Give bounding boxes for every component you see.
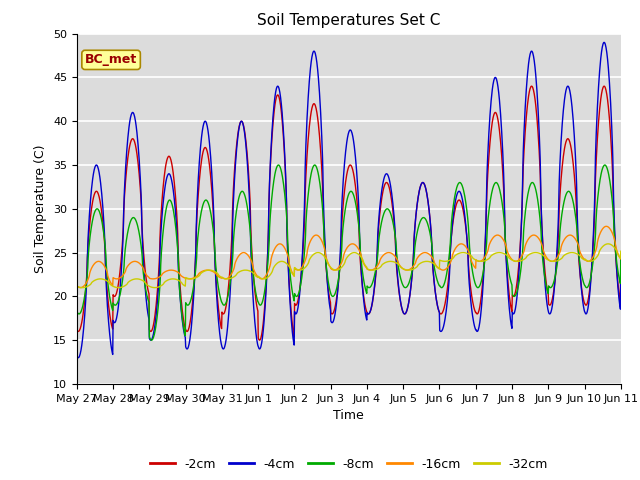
- -16cm: [181, 275, 189, 281]
- -32cm: [151, 285, 159, 290]
- Text: BC_met: BC_met: [85, 53, 137, 66]
- Legend: -2cm, -4cm, -8cm, -16cm, -32cm: -2cm, -4cm, -8cm, -16cm, -32cm: [145, 453, 553, 476]
- X-axis label: Time: Time: [333, 409, 364, 422]
- -32cm: [195, 274, 202, 279]
- -32cm: [505, 254, 513, 260]
- -32cm: [617, 248, 625, 254]
- -2cm: [73, 327, 81, 333]
- -8cm: [181, 331, 189, 337]
- -8cm: [195, 231, 202, 237]
- -4cm: [600, 39, 608, 45]
- -8cm: [617, 256, 625, 262]
- -4cm: [74, 355, 82, 360]
- -8cm: [553, 266, 561, 272]
- -4cm: [553, 255, 561, 261]
- -32cm: [255, 274, 263, 280]
- -4cm: [255, 346, 263, 351]
- -8cm: [73, 309, 81, 314]
- -16cm: [73, 283, 81, 288]
- -4cm: [195, 178, 202, 184]
- Title: Soil Temperatures Set C: Soil Temperatures Set C: [257, 13, 440, 28]
- -8cm: [505, 267, 513, 273]
- -4cm: [434, 303, 442, 309]
- -2cm: [256, 337, 264, 343]
- -16cm: [617, 256, 625, 262]
- -4cm: [73, 353, 81, 359]
- -4cm: [617, 256, 625, 262]
- -32cm: [181, 283, 189, 289]
- Line: -32cm: -32cm: [77, 244, 621, 288]
- -2cm: [617, 256, 625, 262]
- -2cm: [528, 84, 536, 89]
- -4cm: [505, 296, 513, 302]
- -8cm: [434, 278, 442, 284]
- -32cm: [553, 258, 561, 264]
- -8cm: [601, 162, 609, 168]
- -16cm: [553, 255, 561, 261]
- -8cm: [148, 337, 156, 343]
- -8cm: [255, 301, 263, 307]
- -16cm: [434, 264, 442, 270]
- Y-axis label: Soil Temperature (C): Soil Temperature (C): [35, 144, 47, 273]
- -2cm: [434, 303, 442, 309]
- -32cm: [434, 264, 442, 270]
- Line: -8cm: -8cm: [77, 165, 621, 340]
- -4cm: [181, 333, 189, 339]
- -16cm: [603, 224, 611, 229]
- -2cm: [194, 199, 202, 204]
- -16cm: [195, 272, 202, 278]
- -2cm: [505, 286, 513, 291]
- -2cm: [553, 256, 561, 262]
- -2cm: [255, 336, 262, 342]
- Line: -16cm: -16cm: [77, 227, 621, 288]
- -32cm: [73, 283, 81, 289]
- Line: -2cm: -2cm: [77, 86, 621, 340]
- -32cm: [604, 241, 612, 247]
- -16cm: [77, 285, 84, 290]
- -16cm: [505, 252, 513, 257]
- -2cm: [180, 323, 188, 328]
- Line: -4cm: -4cm: [77, 42, 621, 358]
- -16cm: [255, 275, 263, 280]
